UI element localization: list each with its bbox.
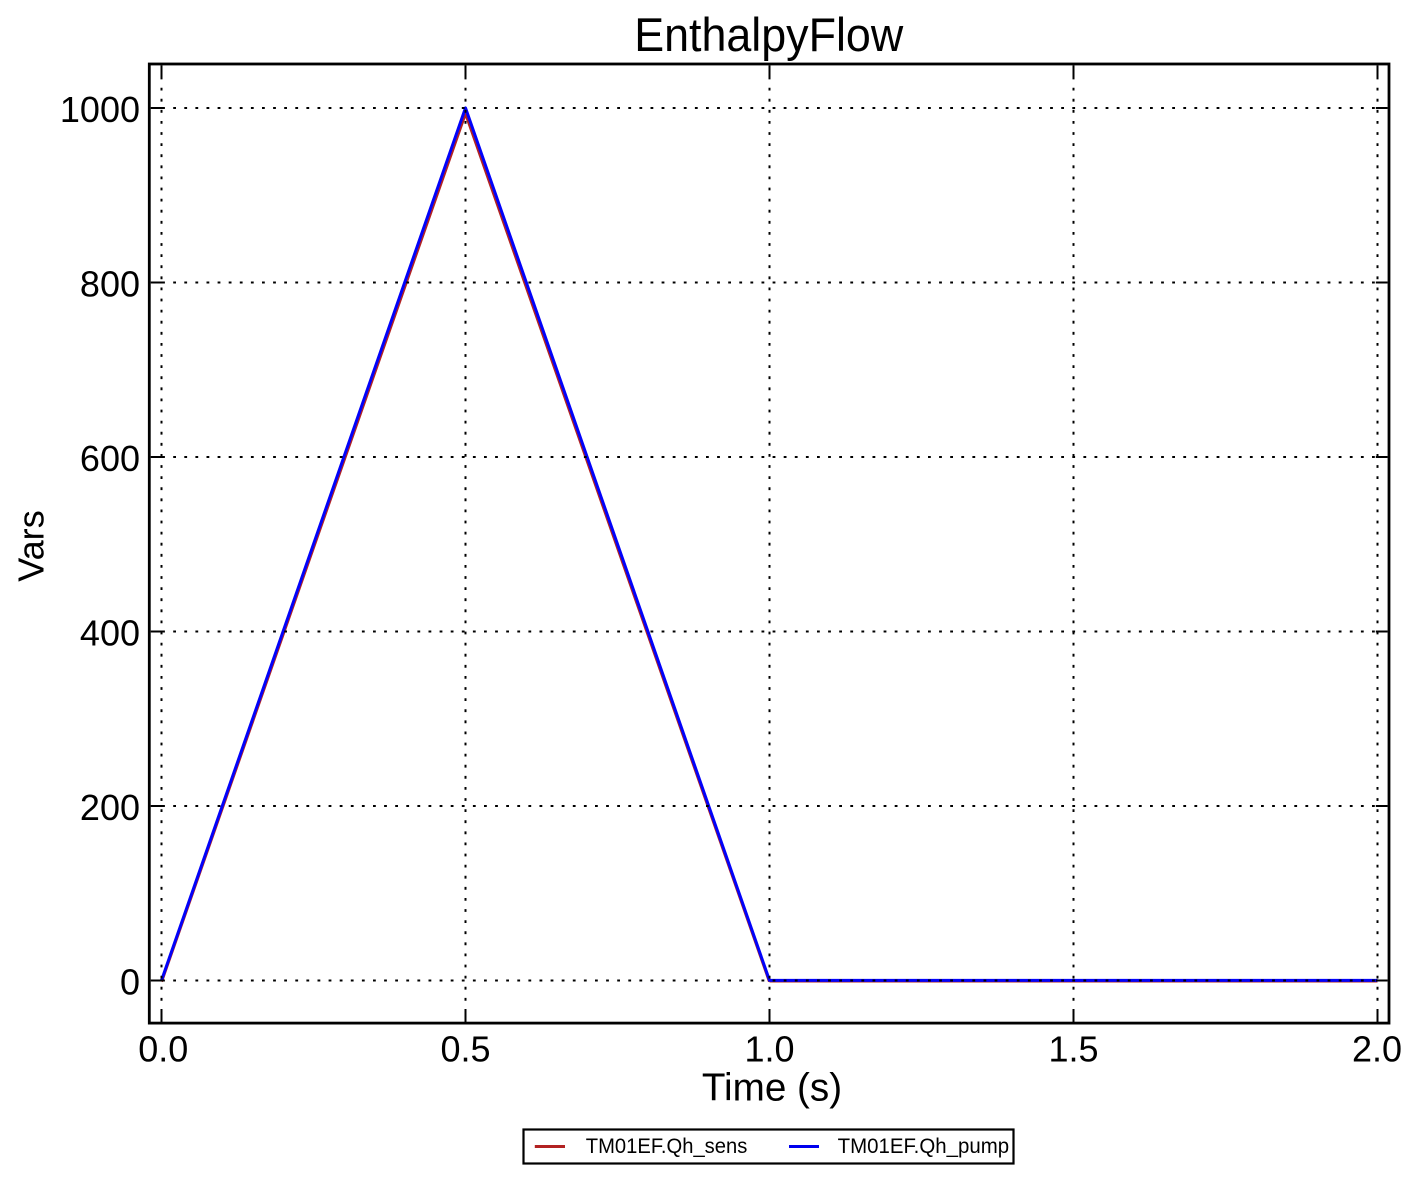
- svg-text:400: 400: [80, 612, 140, 653]
- svg-text:1.0: 1.0: [744, 1029, 794, 1070]
- svg-text:TM01EF.Qh_sens: TM01EF.Qh_sens: [586, 1135, 748, 1158]
- svg-text:Vars: Vars: [11, 510, 52, 582]
- svg-text:800: 800: [80, 263, 140, 304]
- svg-text:0.5: 0.5: [440, 1029, 490, 1070]
- svg-text:TM01EF.Qh_pump: TM01EF.Qh_pump: [838, 1135, 1010, 1158]
- svg-text:600: 600: [80, 438, 140, 479]
- svg-text:Time (s): Time (s): [702, 1067, 842, 1110]
- svg-text:2.0: 2.0: [1352, 1029, 1402, 1070]
- svg-text:1.5: 1.5: [1048, 1029, 1098, 1070]
- svg-text:200: 200: [80, 787, 140, 828]
- svg-text:EnthalpyFlow: EnthalpyFlow: [634, 8, 904, 61]
- svg-text:0.0: 0.0: [138, 1029, 188, 1070]
- svg-text:1000: 1000: [60, 89, 140, 130]
- svg-text:0: 0: [120, 961, 140, 1002]
